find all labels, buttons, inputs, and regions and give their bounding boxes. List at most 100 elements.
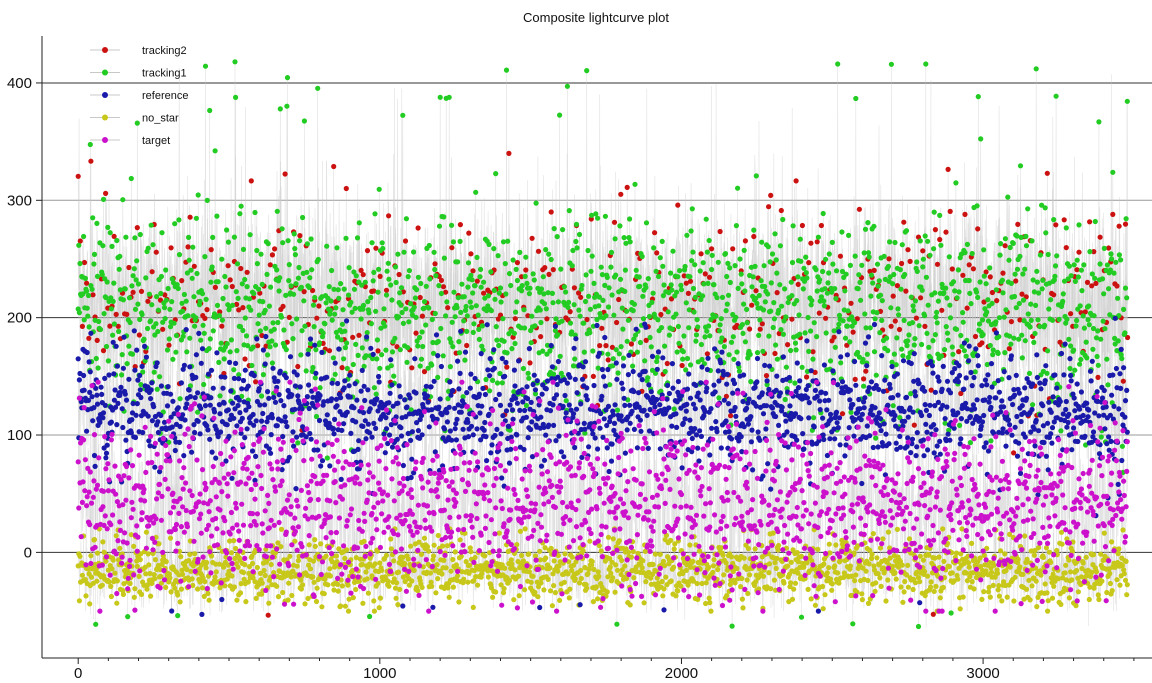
point-no_star — [561, 579, 568, 585]
point-tracking1 — [923, 61, 929, 67]
point-no_star — [197, 579, 203, 585]
point-tracking1 — [833, 296, 839, 302]
point-reference — [491, 347, 497, 353]
point-tracking2 — [597, 343, 603, 349]
point-tracking1 — [445, 396, 451, 402]
point-tracking1 — [856, 272, 862, 278]
point-no_star — [771, 577, 778, 583]
point-reference — [335, 380, 341, 387]
point-tracking1 — [826, 270, 832, 276]
point-tracking2 — [958, 390, 964, 397]
point-tracking1 — [283, 292, 289, 298]
point-tracking1 — [858, 297, 864, 303]
point-no_star — [706, 564, 712, 571]
point-tracking1 — [472, 283, 478, 289]
point-tracking1 — [513, 266, 519, 272]
point-no_star — [1040, 554, 1046, 561]
point-no_star — [528, 579, 534, 585]
point-no_star — [996, 593, 1003, 599]
point-tracking2 — [1097, 234, 1103, 240]
point-reference — [170, 398, 176, 404]
point-reference — [433, 332, 440, 338]
point-tracking1 — [627, 239, 633, 245]
point-no_star — [859, 597, 866, 603]
point-tracking1 — [823, 256, 829, 262]
point-reference — [544, 378, 551, 384]
point-no_star — [300, 582, 306, 588]
point-tracking1 — [731, 356, 737, 362]
point-reference — [511, 367, 517, 373]
point-tracking2 — [751, 233, 757, 240]
point-no_star — [408, 543, 414, 549]
point-no_star — [333, 553, 339, 559]
point-tracking1 — [1039, 202, 1045, 208]
point-tracking1 — [608, 249, 615, 255]
point-no_star — [584, 585, 590, 591]
point-reference — [381, 431, 387, 437]
point-no_star — [556, 563, 562, 569]
point-tracking1 — [584, 68, 590, 74]
point-no_star — [1109, 539, 1115, 545]
point-tracking1 — [640, 316, 647, 322]
point-no_star — [855, 543, 861, 549]
point-reference — [534, 378, 540, 384]
point-reference — [455, 358, 461, 364]
point-reference — [271, 394, 277, 400]
point-tracking1 — [332, 371, 338, 377]
point-tracking1 — [201, 330, 207, 336]
point-tracking1 — [392, 264, 399, 270]
point-reference — [177, 423, 183, 430]
point-tracking1 — [1049, 317, 1056, 323]
point-tracking2 — [512, 316, 518, 322]
point-reference — [496, 391, 502, 397]
point-reference — [121, 334, 127, 340]
point-reference — [84, 428, 90, 434]
point-tracking2 — [371, 288, 377, 294]
point-no_star — [364, 576, 370, 582]
point-reference — [398, 425, 404, 431]
point-tracking1 — [780, 216, 786, 223]
point-reference — [584, 397, 590, 403]
point-reference — [266, 395, 272, 401]
point-tracking1 — [125, 614, 131, 620]
point-tracking1 — [843, 271, 849, 277]
point-no_star — [213, 561, 219, 567]
point-no_star — [346, 596, 352, 602]
point-tracking1 — [1053, 93, 1059, 99]
point-reference — [447, 428, 453, 434]
point-tracking1 — [845, 308, 851, 314]
point-no_star — [136, 573, 142, 580]
point-reference — [390, 403, 396, 409]
point-reference — [123, 397, 130, 403]
point-reference — [251, 373, 257, 379]
point-tracking1 — [846, 232, 852, 238]
point-tracking1 — [980, 332, 986, 338]
point-no_star — [547, 565, 553, 571]
point-tracking1 — [961, 348, 968, 354]
point-reference — [236, 397, 242, 403]
point-tracking1 — [814, 334, 820, 340]
point-no_star — [226, 568, 232, 574]
point-tracking1 — [805, 314, 811, 321]
point-reference — [631, 426, 638, 432]
point-reference — [232, 406, 238, 412]
point-tracking1 — [1025, 311, 1031, 317]
point-tracking1 — [526, 375, 532, 381]
point-no_star — [809, 558, 815, 564]
point-no_star — [450, 584, 456, 590]
point-reference — [213, 455, 219, 461]
point-no_star — [1032, 547, 1038, 554]
point-tracking1 — [180, 333, 186, 339]
point-no_star — [902, 578, 908, 585]
point-tracking1 — [471, 321, 477, 327]
point-no_star — [289, 592, 295, 599]
point-tracking1 — [1107, 312, 1113, 318]
point-tracking1 — [703, 216, 709, 222]
point-no_star — [134, 563, 140, 570]
point-tracking1 — [291, 231, 297, 237]
point-no_star — [371, 608, 377, 614]
point-no_star — [578, 575, 584, 582]
point-reference — [638, 428, 644, 434]
point-tracking1 — [195, 409, 201, 415]
point-tracking1 — [1073, 323, 1079, 329]
